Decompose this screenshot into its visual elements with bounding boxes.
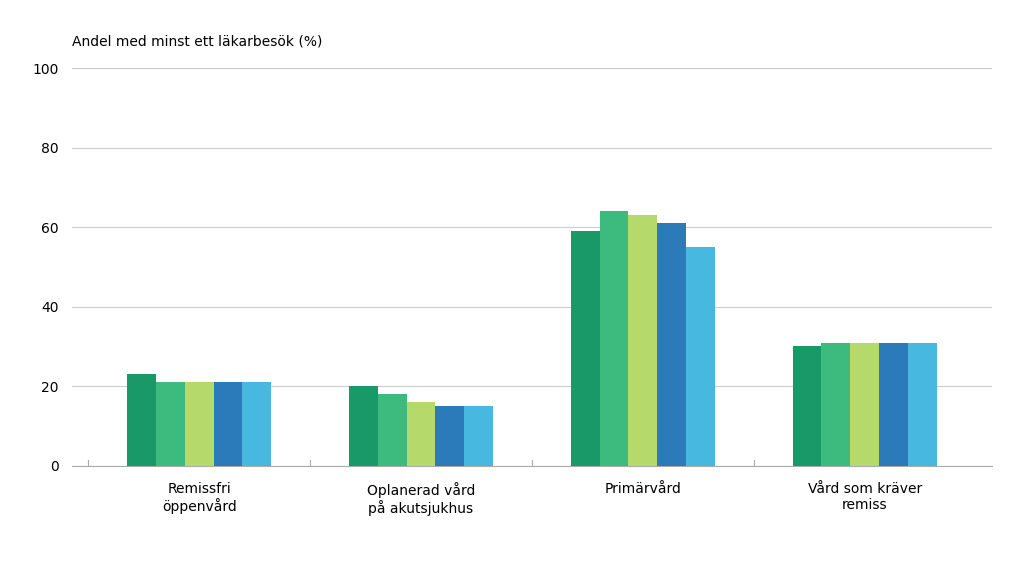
Bar — [908, 343, 937, 466]
Bar — [436, 406, 464, 466]
Bar — [571, 231, 599, 466]
Bar — [879, 343, 908, 466]
Bar — [155, 382, 185, 466]
Bar — [464, 406, 493, 466]
Bar — [793, 346, 821, 466]
Bar — [377, 394, 406, 466]
Bar — [242, 382, 271, 466]
Bar — [349, 386, 377, 466]
Bar — [821, 343, 850, 466]
Bar — [599, 211, 628, 466]
Bar — [214, 382, 242, 466]
Bar — [658, 223, 686, 466]
Bar — [850, 343, 879, 466]
Bar — [185, 382, 214, 466]
Text: Andel med minst ett läkarbesök (%): Andel med minst ett läkarbesök (%) — [72, 35, 322, 49]
Bar — [686, 247, 715, 466]
Bar — [628, 215, 658, 466]
Bar — [406, 402, 436, 466]
Bar — [127, 374, 155, 466]
